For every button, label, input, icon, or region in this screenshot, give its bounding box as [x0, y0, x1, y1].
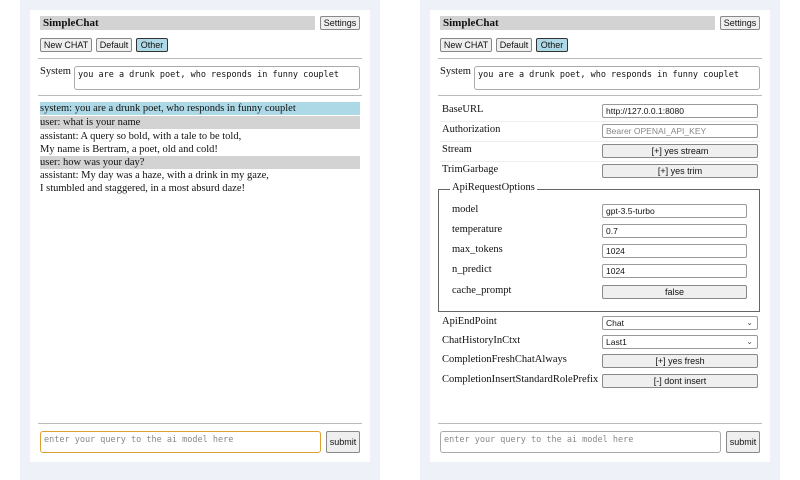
model-label: model: [452, 204, 479, 215]
n-predict-label: n_predict: [452, 264, 492, 275]
cache-prompt-label: cache_prompt: [452, 285, 512, 296]
chat-message-assistant: assistant: A query so bold, with a tale …: [40, 130, 360, 156]
message-line: assistant: My day was a haze, with a dri…: [40, 170, 269, 181]
submit-button[interactable]: submit: [326, 431, 360, 453]
divider: [38, 95, 362, 96]
new-chat-button[interactable]: New CHAT: [40, 38, 92, 52]
max-tokens-input[interactable]: 1024: [602, 244, 747, 258]
temperature-input[interactable]: 0.7: [602, 224, 747, 238]
api-request-options-fieldset: [438, 189, 760, 312]
settings-panel: SimpleChat Settings New CHAT Default Oth…: [430, 10, 770, 462]
divider: [438, 95, 762, 96]
query-input[interactable]: enter your query to the ai model here: [440, 431, 721, 453]
submit-button[interactable]: submit: [726, 431, 760, 453]
trimgarbage-toggle[interactable]: [+] yes trim: [602, 164, 758, 178]
divider: [38, 58, 362, 59]
divider: [438, 58, 762, 59]
chat-message-system: system: you are a drunk poet, who respon…: [40, 102, 360, 115]
insert-role-prefix-toggle[interactable]: [-] dont insert: [602, 374, 758, 388]
chevron-down-icon: ⌄: [746, 337, 753, 346]
divider: [438, 423, 762, 424]
model-input[interactable]: gpt-3.5-turbo: [602, 204, 747, 218]
stream-toggle[interactable]: [+] yes stream: [602, 144, 758, 158]
new-chat-button[interactable]: New CHAT: [440, 38, 492, 52]
other-chat-button[interactable]: Other: [136, 38, 168, 52]
app-title: SimpleChat: [440, 16, 715, 30]
message-line: My name is Bertram, a poet, old and cold…: [40, 144, 218, 155]
insert-role-prefix-label: CompletionInsertStandardRolePrefix: [442, 374, 599, 385]
temperature-label: temperature: [452, 224, 503, 235]
baseurl-input[interactable]: http://127.0.0.1:8080: [602, 104, 758, 118]
baseurl-label: BaseURL: [442, 104, 484, 115]
trimgarbage-label: TrimGarbage: [442, 164, 499, 175]
chevron-down-icon: ⌄: [746, 318, 753, 327]
api-request-options-legend: ApiRequestOptions: [450, 182, 537, 193]
message-line: I stumbled and staggered, in a most absu…: [40, 183, 245, 194]
api-endpoint-label: ApiEndPoint: [442, 316, 497, 327]
app-title: SimpleChat: [40, 16, 315, 30]
settings-button[interactable]: Settings: [320, 16, 360, 30]
authorization-label: Authorization: [442, 124, 501, 135]
settings-button[interactable]: Settings: [720, 16, 760, 30]
chat-message-user: user: how was your day?: [40, 156, 360, 169]
other-chat-button[interactable]: Other: [536, 38, 568, 52]
chat-panel: SimpleChat Settings New CHAT Default Oth…: [30, 10, 370, 462]
n-predict-input[interactable]: 1024: [602, 264, 747, 278]
chat-message-user: user: what is your name: [40, 116, 360, 129]
stream-label: Stream: [442, 144, 472, 155]
default-chat-button[interactable]: Default: [496, 38, 532, 52]
system-prompt-input[interactable]: you are a drunk poet, who responds in fu…: [474, 66, 760, 90]
query-input[interactable]: enter your query to the ai model here: [40, 431, 321, 453]
max-tokens-label: max_tokens: [452, 244, 503, 255]
completion-fresh-toggle[interactable]: [+] yes fresh: [602, 354, 758, 368]
chat-message-assistant: assistant: My day was a haze, with a dri…: [40, 169, 360, 195]
selected-value: Chat: [606, 318, 624, 328]
chat-history-select[interactable]: Last1 ⌄: [602, 335, 758, 349]
system-label: System: [40, 66, 71, 77]
default-chat-button[interactable]: Default: [96, 38, 132, 52]
system-label: System: [440, 66, 471, 77]
system-prompt-input[interactable]: you are a drunk poet, who responds in fu…: [74, 66, 360, 90]
message-line: assistant: A query so bold, with a tale …: [40, 131, 242, 142]
authorization-input[interactable]: Bearer OPENAI_API_KEY: [602, 124, 758, 138]
divider: [38, 423, 362, 424]
selected-value: Last1: [606, 337, 627, 347]
api-endpoint-select[interactable]: Chat ⌄: [602, 316, 758, 330]
cache-prompt-toggle[interactable]: false: [602, 285, 747, 299]
chat-history-label: ChatHistoryInCtxt: [442, 335, 521, 346]
completion-fresh-label: CompletionFreshChatAlways: [442, 354, 567, 365]
